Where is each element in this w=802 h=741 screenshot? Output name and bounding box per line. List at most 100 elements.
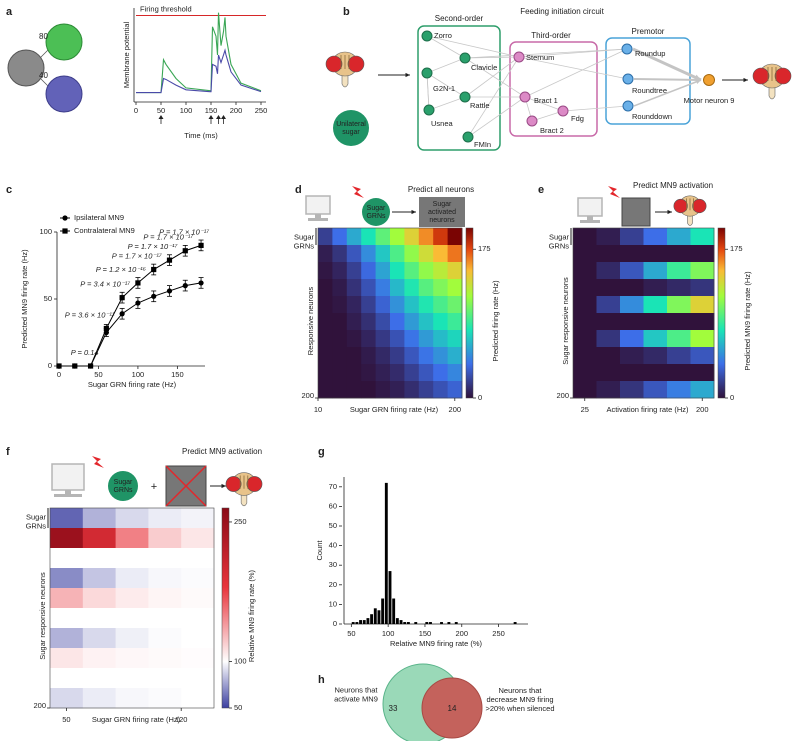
heatmap-cell bbox=[361, 364, 376, 382]
circuit-node bbox=[459, 91, 471, 103]
heatmap-cell bbox=[596, 381, 621, 399]
y-tick-label: 0 bbox=[48, 361, 52, 370]
heatmap-cell bbox=[573, 262, 597, 280]
x-tick-label: 25 bbox=[581, 405, 589, 414]
heatmap-cell bbox=[390, 245, 405, 263]
result-box bbox=[419, 197, 465, 227]
edge bbox=[426, 72, 430, 111]
venn-set bbox=[421, 677, 483, 739]
heatmap-cell bbox=[447, 296, 463, 314]
heatmap-cell bbox=[318, 296, 333, 314]
heatmap-cell bbox=[643, 228, 668, 246]
y-tick-label: 10 bbox=[329, 599, 337, 608]
heatmap-cell bbox=[361, 245, 376, 263]
x-axis-label: Sugar GRN firing rate (Hz) bbox=[350, 405, 439, 414]
heatmap-cell bbox=[390, 296, 405, 314]
stimulus-bolt bbox=[608, 186, 620, 198]
monitor-base bbox=[580, 220, 600, 223]
colorbar bbox=[221, 507, 230, 709]
heatmap-cell bbox=[318, 330, 333, 348]
heatmap-cell bbox=[404, 228, 420, 246]
heatmap-cell bbox=[433, 313, 448, 331]
heatmap-cell bbox=[620, 228, 644, 246]
heatmap-cell bbox=[433, 381, 448, 399]
weight-label: 40 bbox=[39, 71, 48, 80]
histogram-bar bbox=[388, 571, 392, 624]
heatmap-cell bbox=[418, 364, 434, 382]
heatmap-cell bbox=[375, 330, 391, 348]
heatmap-cell bbox=[361, 381, 376, 399]
heatmap-cell bbox=[447, 262, 463, 280]
heatmap-cell bbox=[115, 508, 149, 529]
monitor-base bbox=[308, 218, 328, 221]
result-label: Sugar bbox=[433, 201, 452, 208]
heatmap-cell bbox=[620, 364, 644, 382]
circuit-node bbox=[423, 104, 435, 116]
task-label: Predict MN9 activation bbox=[182, 447, 262, 456]
heatmap-cell bbox=[50, 648, 84, 669]
silence-cross bbox=[165, 465, 207, 507]
heatmap-cell bbox=[181, 608, 215, 629]
heatmap-cell bbox=[148, 548, 182, 569]
legend-label: Ipsilateral MN9 bbox=[74, 213, 124, 222]
heatmap-cell bbox=[667, 313, 691, 331]
circuit-node bbox=[526, 115, 538, 127]
y-axis-label: Sugar responsive neurons bbox=[561, 277, 570, 365]
histogram-bar bbox=[399, 620, 403, 624]
heatmap-cell bbox=[375, 313, 391, 331]
heatmap-cell bbox=[332, 364, 348, 382]
stimulus-head bbox=[208, 115, 214, 119]
heatmap-cell bbox=[375, 228, 391, 246]
node-label: Roundtree bbox=[632, 86, 667, 95]
histogram-bar bbox=[373, 608, 377, 624]
heatmap-cell bbox=[181, 688, 215, 709]
heatmap-cell bbox=[447, 279, 463, 297]
heatmap-cell bbox=[181, 568, 215, 589]
arrow-head bbox=[743, 77, 748, 83]
edge bbox=[467, 96, 526, 138]
heatmap-cell bbox=[433, 330, 448, 348]
panel-label: b bbox=[343, 6, 350, 18]
heatmap-cell bbox=[375, 296, 391, 314]
edge bbox=[467, 56, 520, 138]
heatmap-cell bbox=[667, 296, 691, 314]
heatmap-cell bbox=[433, 279, 448, 297]
heatmap-cell bbox=[433, 245, 448, 263]
venn-label: activate MN9 bbox=[334, 694, 378, 703]
panel-label: h bbox=[318, 674, 325, 686]
heatmap-cell bbox=[115, 628, 149, 649]
edge bbox=[524, 48, 628, 98]
edge bbox=[518, 48, 628, 58]
heatmap-cell bbox=[82, 688, 116, 709]
monitor bbox=[577, 197, 603, 217]
circuit-node bbox=[621, 43, 633, 55]
histogram-bar bbox=[403, 622, 407, 624]
histogram-bar bbox=[362, 620, 366, 624]
heatmap-cell bbox=[148, 528, 182, 549]
p-value: P = 3.4 × 10⁻¹⁷ bbox=[80, 280, 130, 289]
histogram-bar bbox=[440, 622, 443, 624]
input-label: sugar bbox=[342, 129, 360, 136]
x-tick-label: 200 bbox=[456, 629, 469, 638]
y-axis-label: Membrane potential bbox=[122, 22, 131, 89]
series-line bbox=[136, 12, 262, 94]
heatmap-cell bbox=[433, 364, 448, 382]
edge bbox=[464, 56, 520, 98]
heatmap-cell bbox=[643, 347, 668, 365]
plus-sign: + bbox=[151, 481, 157, 493]
heatmap-cell bbox=[346, 330, 362, 348]
stimulus-head bbox=[216, 115, 221, 119]
series-line bbox=[59, 244, 202, 367]
heatmap-cell bbox=[82, 628, 116, 649]
fly-eye bbox=[347, 55, 365, 73]
histogram-bar bbox=[414, 622, 418, 624]
heatmap-cell bbox=[82, 568, 116, 589]
heatmap-cell bbox=[318, 364, 333, 382]
row-group-label: Sugar bbox=[549, 232, 570, 241]
marker bbox=[119, 295, 125, 301]
input-node bbox=[333, 110, 369, 146]
marker bbox=[198, 242, 204, 248]
p-value: P = 3.6 × 10⁻¹¹ bbox=[65, 310, 115, 319]
heatmap-cell bbox=[596, 364, 621, 382]
group-title: Second-order bbox=[435, 14, 484, 23]
